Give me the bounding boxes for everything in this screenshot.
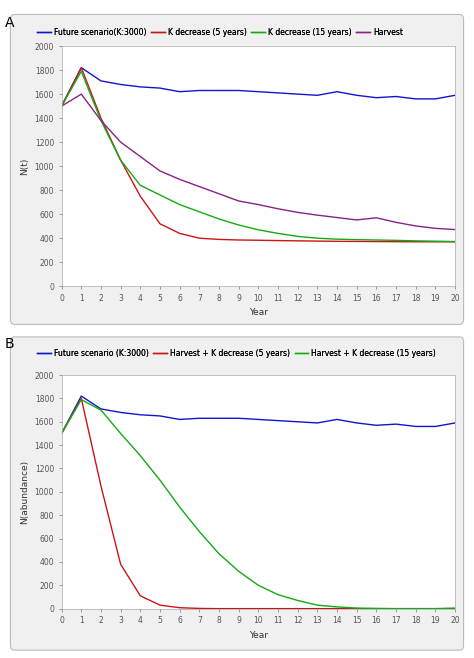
Y-axis label: N(t): N(t) xyxy=(20,157,29,175)
Text: B: B xyxy=(5,337,14,351)
Text: A: A xyxy=(5,16,14,30)
X-axis label: Year: Year xyxy=(249,309,268,317)
Legend: Future scenario(K:3000), K decrease (5 years), K decrease (15 years), Harvest: Future scenario(K:3000), K decrease (5 y… xyxy=(37,28,403,37)
X-axis label: Year: Year xyxy=(249,631,268,640)
Y-axis label: N(abundance): N(abundance) xyxy=(20,460,29,524)
Legend: Future scenario (K:3000), Harvest + K decrease (5 years), Harvest + K decrease (: Future scenario (K:3000), Harvest + K de… xyxy=(37,349,436,357)
